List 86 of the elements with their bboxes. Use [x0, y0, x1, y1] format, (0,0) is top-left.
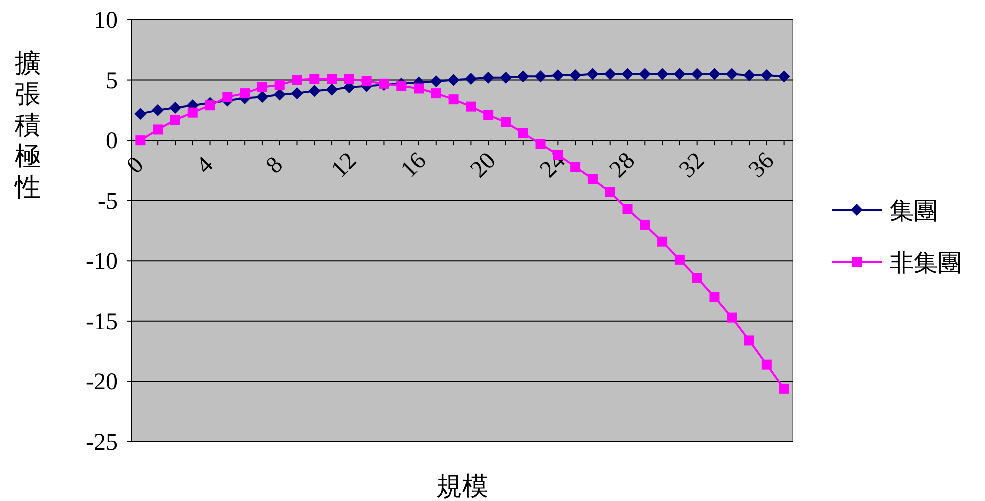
point — [362, 76, 372, 86]
point — [674, 254, 685, 265]
point — [586, 68, 599, 80]
point — [762, 360, 772, 370]
point — [517, 70, 530, 83]
point — [727, 312, 738, 323]
point — [257, 82, 268, 93]
x-tick-label: 4 — [192, 152, 219, 180]
point — [692, 273, 702, 284]
point — [744, 69, 756, 82]
point — [708, 68, 721, 80]
x-tick-label: 32 — [674, 148, 710, 184]
point — [170, 115, 180, 126]
point — [691, 68, 704, 80]
point — [536, 139, 546, 150]
point — [396, 81, 407, 92]
point — [205, 100, 216, 111]
y-tick-label: -20 — [86, 370, 118, 396]
point — [622, 68, 634, 80]
x-tick-label: 8 — [261, 152, 288, 180]
legend-label: 集團 — [890, 197, 938, 225]
point — [674, 68, 686, 80]
point — [779, 384, 790, 394]
point — [658, 236, 668, 247]
point — [465, 73, 478, 86]
x-tick-label: 28 — [605, 148, 640, 184]
point — [710, 292, 720, 302]
point — [570, 162, 581, 172]
point — [256, 91, 268, 104]
point — [152, 104, 164, 116]
x-axis-title: 規模 — [436, 472, 488, 501]
point — [552, 69, 564, 82]
point — [500, 72, 512, 84]
point — [222, 92, 233, 102]
point — [136, 136, 146, 146]
point — [240, 88, 250, 99]
y-tick-label: 5 — [106, 68, 118, 94]
point — [760, 69, 773, 82]
point — [726, 68, 738, 80]
y-tick-label: 10 — [94, 8, 118, 34]
point — [639, 68, 652, 80]
point — [500, 117, 511, 128]
x-tick-label: 20 — [466, 148, 502, 184]
point — [744, 336, 755, 346]
point — [482, 72, 495, 84]
y-tick-label: -25 — [86, 430, 118, 456]
point — [327, 74, 338, 84]
y-axis-title: 擴張積極性 — [14, 49, 41, 203]
y-tick-label: -15 — [86, 309, 118, 336]
point — [640, 220, 650, 230]
point — [605, 187, 616, 198]
point — [588, 174, 598, 184]
point — [518, 128, 528, 138]
point — [134, 108, 147, 120]
x-tick-label: 36 — [744, 148, 780, 184]
point — [310, 74, 320, 84]
point — [169, 102, 182, 114]
point — [431, 88, 442, 99]
point — [344, 74, 354, 84]
y-tick-label: -10 — [86, 249, 118, 276]
point — [308, 85, 321, 98]
point — [484, 110, 494, 120]
point — [448, 94, 459, 105]
point — [188, 108, 198, 118]
point — [326, 84, 338, 96]
point — [292, 75, 302, 86]
point — [570, 69, 582, 82]
legend-label: 非集團 — [890, 249, 962, 277]
y-tick-label: 0 — [106, 128, 118, 155]
point — [430, 75, 442, 88]
point — [274, 80, 285, 90]
point — [379, 78, 390, 89]
point — [656, 68, 669, 80]
point — [153, 124, 164, 135]
point — [414, 84, 424, 94]
point — [274, 88, 286, 101]
y-tick-label: -5 — [98, 188, 118, 215]
point — [291, 88, 304, 100]
point — [622, 204, 633, 214]
point — [604, 68, 616, 80]
point — [534, 70, 547, 83]
point — [778, 70, 790, 83]
x-tick-label: 16 — [396, 148, 432, 184]
x-tick-label: 12 — [326, 148, 362, 184]
point — [448, 74, 460, 86]
point — [466, 102, 476, 112]
